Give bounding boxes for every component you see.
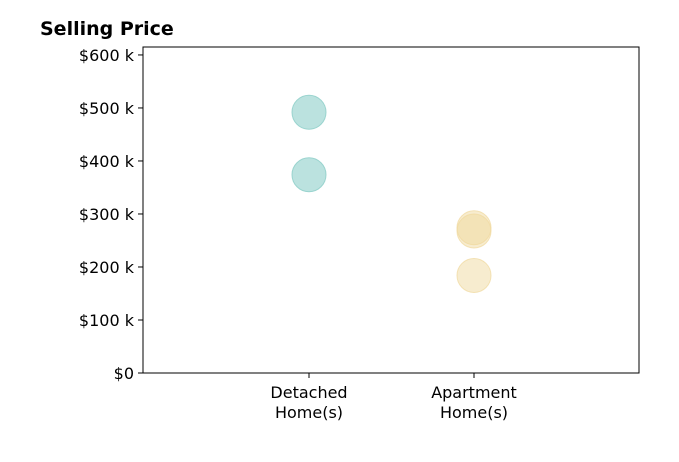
x-tick-label: Detached Home(s) xyxy=(270,383,347,422)
y-tick-label: $600 k xyxy=(79,46,135,65)
plot-frame xyxy=(142,46,640,374)
y-tick-label: $500 k xyxy=(79,99,135,118)
y-tick-label: $100 k xyxy=(79,311,135,330)
data-point xyxy=(291,157,327,193)
data-point xyxy=(456,257,492,293)
x-tick-label: Apartment Home(s) xyxy=(431,383,517,422)
x-axis: Detached Home(s) Apartment Home(s) xyxy=(270,373,517,422)
data-point xyxy=(456,213,492,249)
y-tick-label: $400 k xyxy=(79,152,135,171)
y-axis: $0 $100 k $200 k $300 k $400 k $500 k $600 k xyxy=(79,46,143,383)
y-tick-label: $200 k xyxy=(79,258,135,277)
data-point xyxy=(291,94,327,130)
data-points xyxy=(291,94,492,293)
chart-title: Selling Price xyxy=(40,18,174,40)
y-tick-label: $0 xyxy=(114,364,134,383)
y-tick-label: $300 k xyxy=(79,205,135,224)
